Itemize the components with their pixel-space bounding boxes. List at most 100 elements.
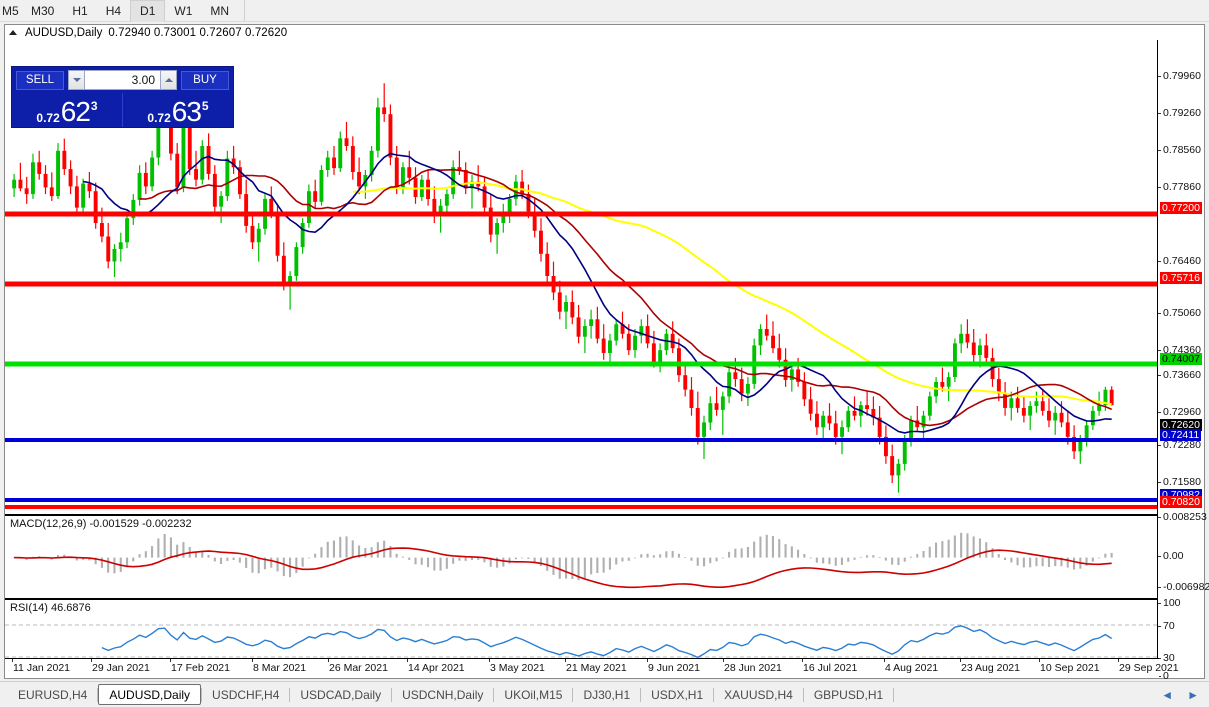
chart-tab-xauusd[interactable]: XAUUSD,H4 — [724, 687, 793, 702]
timeframe-button-d1[interactable]: D1 — [130, 0, 166, 22]
scale-tick-label: 0 — [1163, 670, 1169, 682]
chevron-up-icon[interactable] — [160, 70, 177, 90]
time-axis-label: 29 Jan 2021 — [91, 659, 150, 674]
price-tick-label: 0.73660 — [1163, 369, 1201, 381]
price-tick-label: 0.72620 — [1160, 419, 1202, 431]
price-tick-label: 0.79260 — [1163, 107, 1201, 119]
scale-tick-label: 70 — [1163, 620, 1175, 632]
price-tick-label: 0.77200 — [1160, 202, 1202, 214]
price-tick: 0.72280 — [1158, 439, 1205, 451]
tab-divider — [893, 687, 895, 702]
timeframe-button-h1[interactable]: H1 — [72, 3, 88, 18]
tab-scroll-arrows: ◄ ► — [1161, 688, 1209, 702]
timeframe-button-w1[interactable]: W1 — [174, 3, 193, 18]
chart-tab-usdcnh[interactable]: USDCNH,Daily — [402, 687, 484, 702]
price-tick-label: 0.76460 — [1163, 255, 1201, 267]
chart-tab-usdx[interactable]: USDX,H1 — [651, 687, 704, 702]
buy-price-prefix: 0.72 — [147, 111, 171, 125]
macd-scale-label: 0.008253 — [1158, 511, 1207, 523]
price-tick-label: 0.74007 — [1160, 353, 1202, 365]
tab-divider — [572, 687, 574, 702]
buy-price-fraction: 5 — [201, 99, 209, 113]
timeframe-button-mn[interactable]: MN — [210, 3, 230, 18]
price-tick: 0.79260 — [1158, 107, 1205, 119]
price-tick-label: 0.77860 — [1163, 181, 1201, 193]
tab-divider — [640, 687, 642, 702]
price-tick: 0.75060 — [1158, 307, 1205, 319]
time-axis-label: 3 May 2021 — [489, 659, 545, 674]
price-tick-label: 0.79960 — [1163, 70, 1201, 82]
sell-price[interactable]: 0.72 62 3 — [12, 93, 123, 127]
macd-pane[interactable]: MACD(12,26,9) -0.001529 -0.002232 — [5, 514, 1159, 596]
time-axis-label: 4 Aug 2021 — [884, 659, 938, 674]
scale-tick-label: 30 — [1163, 652, 1175, 664]
price-scale[interactable]: 0.79960 0.79260 0.78560 0.77860 0.77200 0.764… — [1157, 40, 1209, 682]
tab-divider — [493, 687, 495, 702]
price-level-label: 0.77200 — [1158, 202, 1205, 214]
timeframe-button-h4[interactable]: H4 — [105, 3, 122, 18]
time-axis-label: 16 Jul 2021 — [802, 659, 857, 674]
chart-tab-bar: EURUSD,H4 AUDUSD,Daily USDCHF,H4 USDCAD,Dai… — [0, 681, 1209, 707]
price-tick: 0.79960 — [1158, 70, 1205, 82]
buy-button[interactable]: BUY — [181, 70, 229, 90]
price-tick: 0.73660 — [1158, 369, 1205, 381]
octp-price-row: 0.72 62 3 0.72 63 5 — [12, 93, 233, 127]
price-tick: 0.71580 — [1158, 476, 1205, 488]
chart-tab-ukoil[interactable]: UKOil,M15 — [504, 687, 563, 702]
sell-button[interactable]: SELL — [16, 70, 64, 90]
tab-divider — [802, 687, 804, 702]
rsi-scale-label: 30 — [1158, 652, 1205, 664]
price-tick-label: 0.71580 — [1163, 476, 1201, 488]
time-axis-label: 28 Jun 2021 — [723, 659, 782, 674]
chart-tab-usdcad[interactable]: USDCAD,Daily — [300, 687, 382, 702]
rsi-label: RSI(14) 46.6876 — [10, 602, 91, 614]
rsi-scale-label: 70 — [1158, 620, 1205, 632]
scroll-right-icon[interactable]: ► — [1187, 687, 1199, 702]
lot-size-stepper[interactable]: 3.00 — [68, 70, 177, 90]
time-axis-label: 17 Feb 2021 — [170, 659, 230, 674]
price-level-label: 0.70820 — [1158, 496, 1205, 508]
buy-price[interactable]: 0.72 63 5 — [123, 93, 233, 127]
time-axis-label: 11 Jan 2021 — [12, 659, 70, 674]
macd-plot — [13, 532, 1113, 589]
time-axis-label: 10 Sep 2021 — [1039, 659, 1100, 674]
triangle-up-icon[interactable] — [9, 30, 17, 35]
timeframe-button-m5[interactable]: M5 — [2, 3, 19, 18]
chart-tab-eurusd[interactable]: EURUSD,H4 — [18, 687, 88, 702]
price-tick-label: 0.78560 — [1163, 144, 1201, 156]
chart-symbol-label: AUDUSD,Daily — [25, 26, 103, 39]
lot-size-input[interactable]: 3.00 — [85, 70, 160, 90]
scroll-left-icon[interactable]: ◄ — [1161, 687, 1174, 702]
chevron-down-icon[interactable] — [68, 70, 85, 90]
time-axis-label: 21 May 2021 — [565, 659, 627, 674]
one-click-trading-panel[interactable]: SELL 3.00 BUY 0.72 62 3 0.72 63 5 — [11, 66, 234, 128]
price-tick-label: 0.75716 — [1160, 272, 1202, 284]
time-axis-label: 8 Mar 2021 — [252, 659, 306, 674]
time-axis: 11 Jan 2021 29 Jan 2021 17 Feb 2021 8 Mar 2… — [5, 658, 1179, 678]
chart-title-bar: AUDUSD,Daily 0.72940 0.73001 0.72607 0.7… — [5, 25, 1204, 40]
timeframe-button-m30[interactable]: M30 — [31, 3, 55, 18]
time-axis-label: 26 Mar 2021 — [328, 659, 388, 674]
chart-ohlc-values: 0.72940 0.73001 0.72607 0.72620 — [108, 26, 288, 39]
sell-price-big: 62 — [60, 96, 91, 127]
time-axis-label: 14 Apr 2021 — [407, 659, 465, 674]
chart-tab-dj30[interactable]: DJ30,H1 — [583, 687, 631, 702]
price-tick-label: 0.72280 — [1163, 439, 1201, 451]
chart-tab-gbpusd[interactable]: GBPUSD,H1 — [813, 687, 884, 702]
price-tick-label: 0.70820 — [1160, 496, 1202, 508]
chart-tab-usdchf[interactable]: USDCHF,H4 — [212, 687, 280, 702]
rsi-scale-label: 100 — [1158, 597, 1205, 609]
price-tick-label: 0.72411 — [1160, 429, 1202, 441]
tab-divider — [201, 687, 203, 702]
price-tick-label: 0.75060 — [1163, 307, 1201, 319]
tab-divider — [391, 687, 393, 702]
price-level-label: 0.75716 — [1158, 272, 1205, 284]
price-level-label: 0.72620 — [1158, 419, 1205, 431]
chart-tab-audusd[interactable]: AUDUSD,Daily — [98, 684, 202, 705]
price-tick: 0.78560 — [1158, 144, 1205, 156]
price-level-label: 0.74007 — [1158, 353, 1205, 365]
time-axis-label: 29 Sep 2021 — [1118, 659, 1179, 674]
time-axis-label: 23 Aug 2021 — [960, 659, 1020, 674]
price-tick: 0.77860 — [1158, 181, 1205, 193]
price-plot — [5, 83, 1159, 509]
